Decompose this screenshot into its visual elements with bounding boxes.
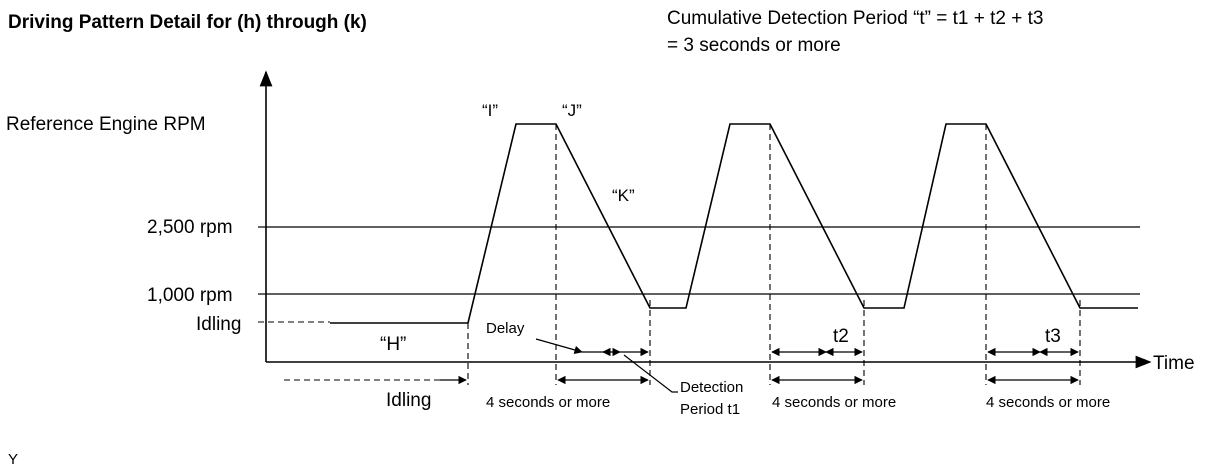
- t2-label: t2: [833, 326, 849, 347]
- detection-label-1: Detection: [680, 379, 743, 396]
- idling-bottom-label: Idling: [386, 390, 431, 411]
- label-point-k: “K”: [612, 186, 635, 205]
- t3-label: t3: [1045, 326, 1061, 347]
- detection-pointer: [623, 354, 678, 393]
- detection-label-2: Period t1: [680, 401, 740, 418]
- cumulative-line-2: = 3 seconds or more: [667, 35, 841, 56]
- four-sec-label-3: 4 seconds or more: [986, 394, 1110, 411]
- y-label-1000-rpm: 1,000 rpm: [147, 285, 233, 306]
- label-point-h: “H”: [380, 334, 406, 355]
- y-label-reference-rpm: Reference Engine RPM: [6, 114, 206, 135]
- four-sec-label-2: 4 seconds or more: [772, 394, 896, 411]
- rpm-trace: [330, 123, 1138, 324]
- delay-label: Delay: [486, 320, 525, 337]
- diagram-title: Driving Pattern Detail for (h) through (…: [8, 12, 367, 33]
- four-sec-label-1: 4 seconds or more: [486, 394, 610, 411]
- x-axis-label: Time: [1153, 353, 1195, 374]
- footer-code: Y: [8, 451, 18, 466]
- label-point-i: “I”: [482, 101, 498, 120]
- label-point-j: “J”: [562, 101, 582, 120]
- delay-pointer: [535, 338, 583, 354]
- cumulative-line-1: Cumulative Detection Period “t” = t1 + t…: [667, 8, 1044, 29]
- y-label-2500-rpm: 2,500 rpm: [147, 217, 233, 238]
- y-label-idling: Idling: [196, 314, 241, 335]
